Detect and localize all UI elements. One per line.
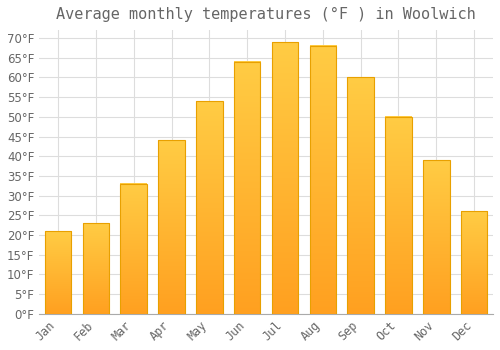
Bar bbox=[348, 77, 374, 314]
Bar bbox=[120, 184, 147, 314]
Bar bbox=[310, 46, 336, 314]
Bar bbox=[45, 231, 72, 314]
Bar bbox=[272, 42, 298, 314]
Bar bbox=[423, 160, 450, 314]
Bar bbox=[196, 101, 222, 314]
Bar bbox=[234, 62, 260, 314]
Bar bbox=[158, 140, 185, 314]
Bar bbox=[461, 211, 487, 314]
Bar bbox=[82, 223, 109, 314]
Bar bbox=[386, 117, 411, 314]
Title: Average monthly temperatures (°F ) in Woolwich: Average monthly temperatures (°F ) in Wo… bbox=[56, 7, 476, 22]
